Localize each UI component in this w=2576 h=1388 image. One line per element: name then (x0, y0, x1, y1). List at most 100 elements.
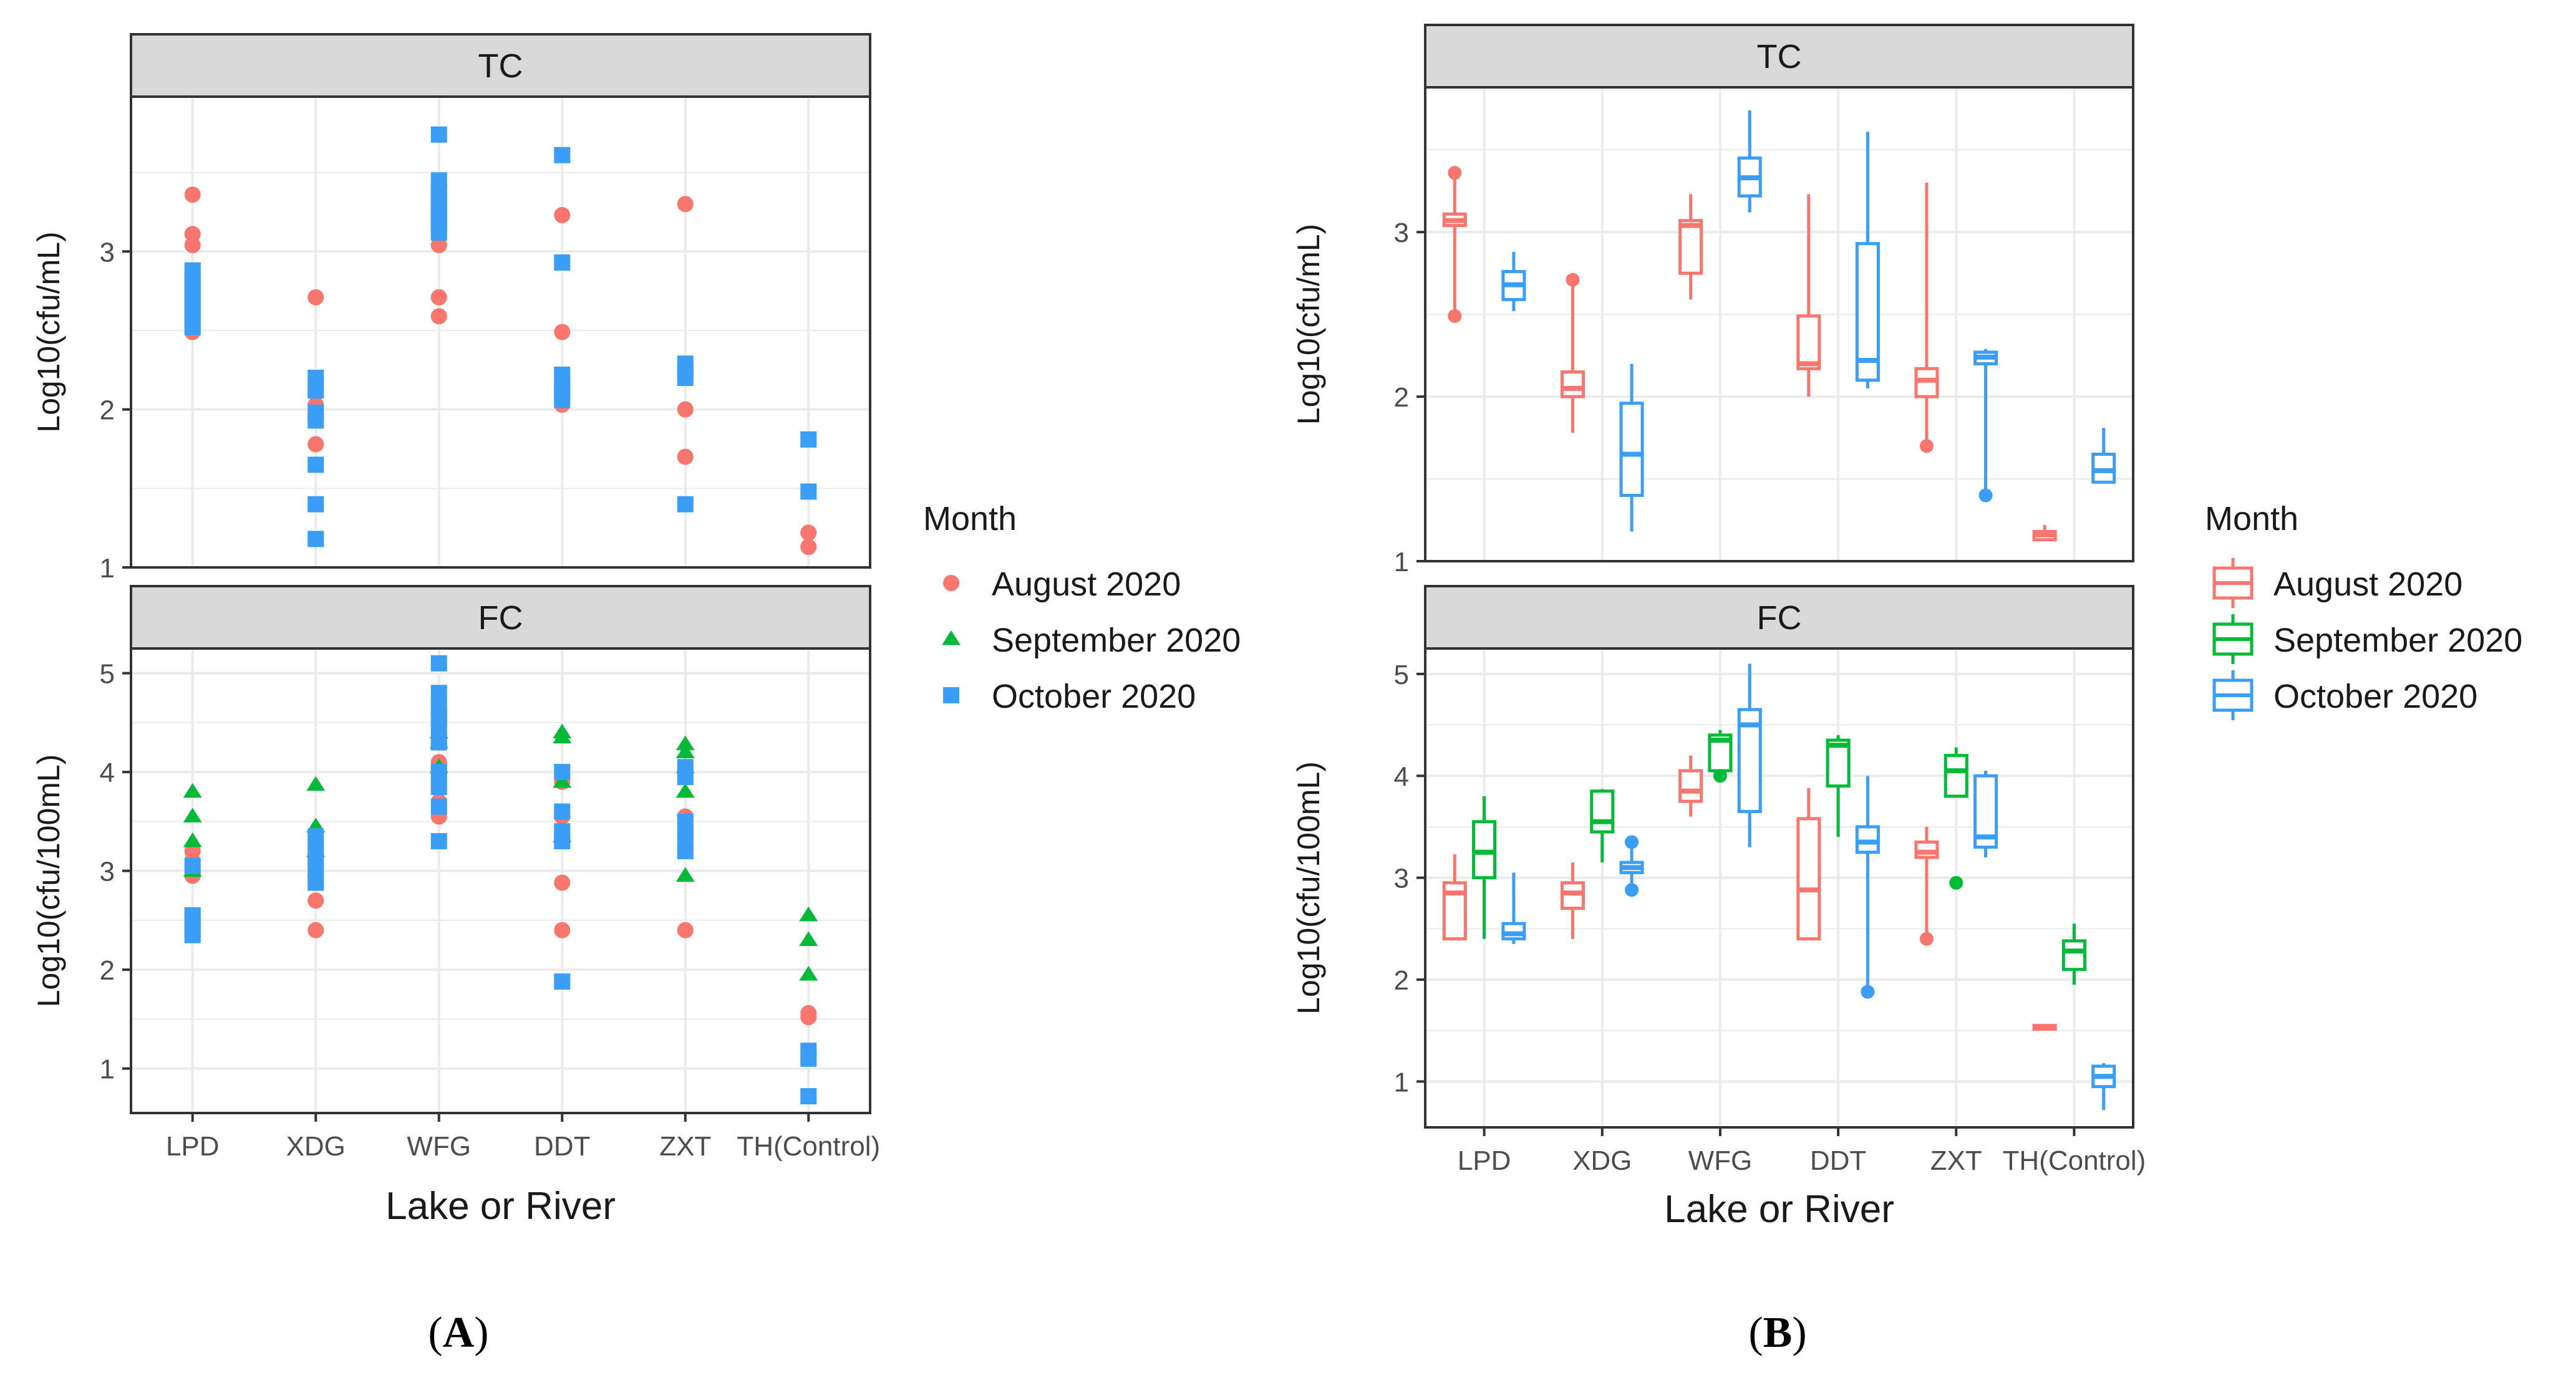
x-tick-label-zxt: ZXT (659, 1131, 711, 1162)
box-october-2020-wfg (1737, 110, 1762, 213)
box-august-2020-xdg (1560, 272, 1585, 433)
data-point (183, 807, 202, 823)
data-point (554, 803, 571, 820)
data-point (675, 743, 695, 758)
box-september-2020-ddt (1826, 735, 1851, 837)
data-point (430, 778, 447, 795)
plot-border (130, 647, 871, 1114)
legend-b: Month August 2020 September 2020 October 20… (2205, 500, 2522, 720)
x-tick-label-th-control: TH(Control) (737, 1131, 880, 1162)
box-october-2020-wfg (1737, 663, 1762, 847)
box-body (1619, 402, 1644, 497)
data-point (800, 1088, 817, 1105)
data-point (430, 237, 447, 254)
x-tick-label-lpd: LPD (166, 1131, 220, 1162)
x-axis-label: Lake or River (385, 1185, 616, 1228)
y-tick-label: 4 (1394, 761, 1409, 792)
data-point (307, 828, 324, 845)
data-point (184, 857, 201, 874)
data-point (184, 237, 201, 254)
data-point (675, 783, 695, 798)
data-point (554, 764, 571, 781)
data-point (677, 842, 694, 859)
panel-b: TC 1 2 3 Log10(cfu/mL) FC 1 2 3 4 5 Log10(cfu/100mL… (1291, 24, 2146, 1357)
outlier-point (1566, 272, 1580, 287)
facet-strip (1424, 585, 2134, 650)
legend-key-september-2020 (942, 630, 961, 645)
facet-fc: FC 1 2 3 4 5 Log10(cfu/100mL) (1291, 585, 2134, 1129)
data-point (430, 289, 447, 306)
panel-letter-bold: B (1763, 1309, 1793, 1357)
y-axis-label: Log10(cfu/100mL) (31, 754, 66, 1008)
box-body (2061, 939, 2086, 971)
data-point (554, 147, 571, 163)
data-point (554, 874, 571, 891)
box-august-2020-ddt (1796, 194, 1821, 397)
legend-key-august-2020 (943, 575, 959, 591)
box-september-2020-th-control (2061, 923, 2086, 985)
data-point (675, 867, 695, 882)
box-october-2020-lpd (1501, 872, 1526, 944)
data-point (430, 308, 447, 325)
data-point (677, 401, 694, 418)
box-october-2020-ddt (1855, 132, 1880, 388)
legend-key-october-2020 (943, 687, 959, 703)
data-point (554, 922, 571, 938)
x-tick-label-lpd: LPD (1458, 1145, 1511, 1176)
y-tick-label: 2 (1394, 382, 1409, 413)
legend-label-august-2020: August 2020 (2273, 566, 2462, 603)
plot-border (1424, 647, 2134, 1129)
plot-border (130, 95, 871, 569)
data-point (430, 798, 447, 815)
data-point (430, 734, 447, 751)
outlier-point (1448, 166, 1462, 180)
data-point (554, 324, 571, 340)
data-point (430, 655, 447, 672)
legend-title: Month (923, 500, 1017, 537)
plot-background (131, 97, 870, 567)
x-tick-label-ddt: DDT (1810, 1145, 1866, 1176)
series-october-2020 (184, 655, 817, 1105)
data-point (430, 719, 447, 736)
box-august-2020-ddt (1796, 788, 1821, 941)
box-body (1855, 242, 1880, 382)
y-tick-label: 3 (100, 237, 115, 267)
plot-background (1425, 87, 2133, 561)
y-tick-label: 3 (1394, 218, 1409, 248)
box-october-2020-zxt (1973, 771, 1998, 857)
y-tick-label: 3 (1394, 864, 1409, 894)
outlier-point (1919, 932, 1934, 946)
box-august-2020-lpd (1442, 166, 1467, 323)
legend-a: Month August 2020 September 2020 October 20… (923, 500, 1241, 715)
y-tick-label: 4 (100, 758, 115, 788)
y-axis-label: Log10(cfu/mL) (31, 231, 66, 432)
y-tick-label: 1 (100, 1054, 115, 1085)
y-axis-label: Log10(cfu/mL) (1291, 224, 1326, 425)
data-point (430, 224, 447, 241)
box-october-2020-xdg (1619, 364, 1644, 532)
data-point (554, 207, 571, 224)
legend-label-august-2020: August 2020 (992, 566, 1181, 603)
box-september-2020-zxt (1944, 747, 1968, 890)
box-body (1796, 314, 1821, 370)
box-october-2020-th-control (2091, 428, 2116, 484)
data-point (307, 382, 324, 399)
legend-label-september-2020: September 2020 (992, 622, 1241, 659)
x-tick-label-wfg: WFG (1688, 1145, 1753, 1176)
facet-strip-label: TC (478, 47, 523, 85)
y-tick-label: 3 (100, 857, 115, 887)
data-point (675, 735, 695, 751)
outlier-point (1978, 488, 1993, 503)
y-tick-label: 2 (1394, 965, 1409, 996)
box-august-2020-lpd (1442, 854, 1467, 941)
x-tick-label-xdg: XDG (1572, 1145, 1632, 1176)
box-body (1472, 820, 1497, 880)
legend-label-september-2020: September 2020 (2273, 622, 2522, 659)
y-tick-label: 1 (1394, 1067, 1409, 1097)
box-body (1855, 825, 1880, 854)
data-point (554, 392, 571, 408)
box-september-2020-xdg (1590, 789, 1615, 863)
facet-fc: FC 1 2 3 4 5 Log10(cfu/100mL) (31, 585, 871, 1114)
box-body (1944, 754, 1968, 798)
box-body (1501, 922, 1526, 941)
